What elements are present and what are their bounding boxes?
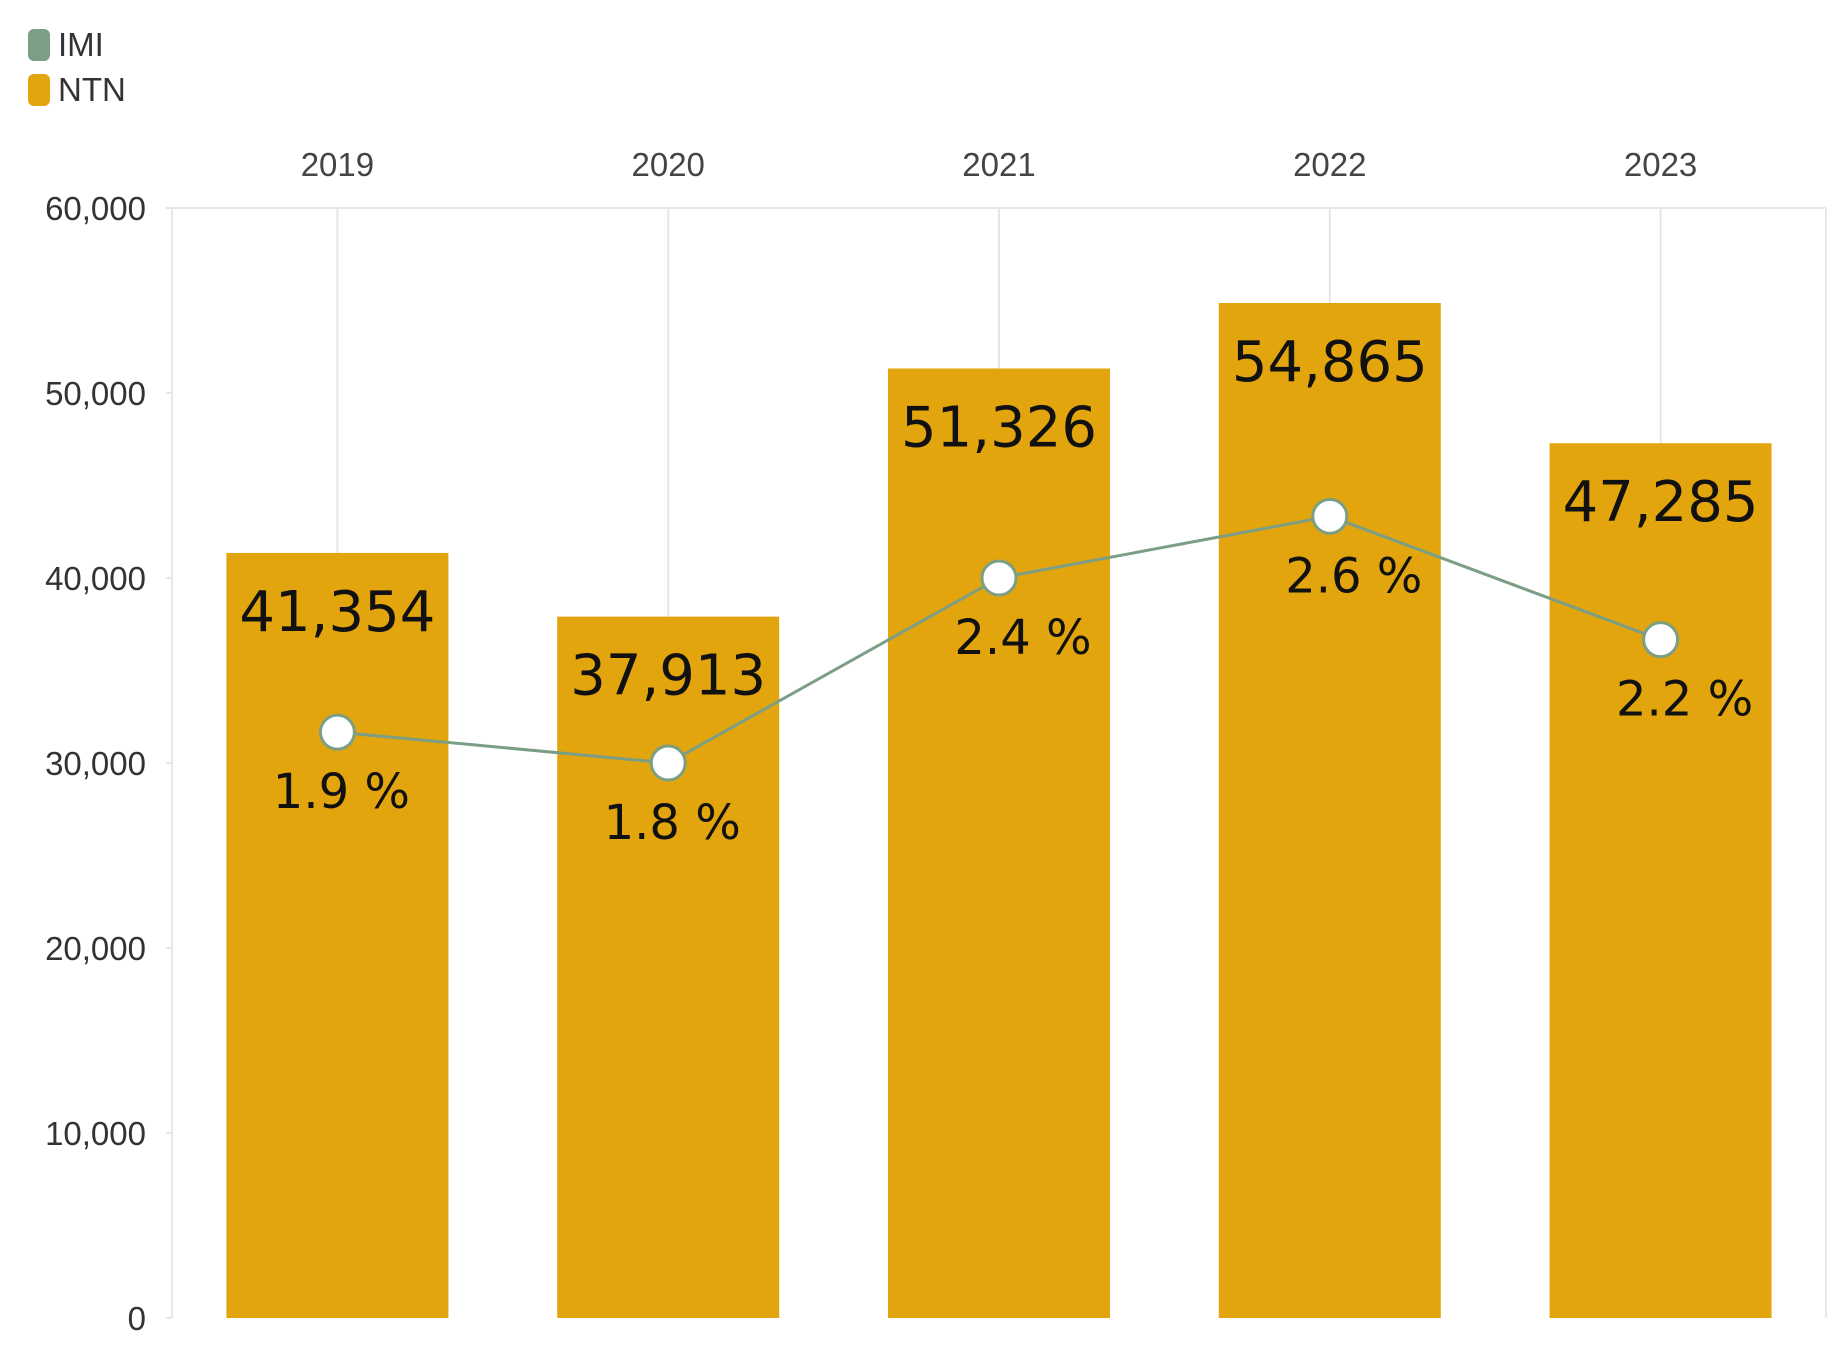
imi-point-2021 xyxy=(980,559,1018,597)
bar-value-label-2020: 37,913 xyxy=(570,644,766,709)
x-tick-label-2022: 2022 xyxy=(1293,146,1366,183)
imi-point-2022 xyxy=(1311,497,1349,535)
x-tick-label-2021: 2021 xyxy=(962,146,1035,183)
imi-point-2019 xyxy=(318,713,356,751)
line-layer xyxy=(318,497,1680,782)
bar-2021 xyxy=(888,368,1110,1318)
x-tick-label-2019: 2019 xyxy=(301,146,374,183)
bar-2022 xyxy=(1218,302,1441,1318)
bar-2020 xyxy=(557,616,780,1318)
bar-value-label-2023: 47,285 xyxy=(1563,470,1759,535)
legend-label-ntn: NTN xyxy=(58,70,126,108)
legend-item-ntn[interactable]: NTN xyxy=(28,67,126,112)
legend-label-imi: IMI xyxy=(58,25,104,63)
y-tick-label-1: 10,000 xyxy=(45,1115,146,1152)
imi-value-label-2019: 1.9 % xyxy=(273,764,410,820)
imi-value-label-2022: 2.6 % xyxy=(1285,548,1422,604)
imi-point-2023 xyxy=(1642,621,1680,659)
imi-value-label-2021: 2.4 % xyxy=(954,610,1091,666)
y-tick-label-0: 0 xyxy=(128,1300,146,1337)
bar-value-label-2022: 54,865 xyxy=(1232,330,1428,395)
imi-value-label-2023: 2.2 % xyxy=(1616,672,1753,728)
y-tick-label-5: 50,000 xyxy=(45,375,146,412)
y-tick-label-4: 40,000 xyxy=(45,560,146,597)
bars-layer xyxy=(226,302,1772,1318)
bar-2023 xyxy=(1549,443,1772,1318)
legend-item-imi[interactable]: IMI xyxy=(28,22,126,67)
imi-value-label-2020: 1.8 % xyxy=(604,795,741,851)
imi-point-2020 xyxy=(649,744,687,782)
bar-2019 xyxy=(226,552,449,1318)
bar-value-label-2021: 51,326 xyxy=(901,395,1097,460)
y-tick-label-2: 20,000 xyxy=(45,930,146,967)
x-tick-label-2023: 2023 xyxy=(1624,146,1697,183)
y-tick-label-6: 60,000 xyxy=(45,190,146,227)
bar-value-label-2019: 41,354 xyxy=(239,580,435,645)
legend-swatch-ntn xyxy=(28,73,50,106)
x-tick-label-2020: 2020 xyxy=(631,146,704,183)
labels-layer: 2019 2020 2021 2022 2023 0 10,000 20,000 30,000 4… xyxy=(45,146,1759,1337)
legend-swatch-imi xyxy=(28,28,50,61)
legend: IMI NTN xyxy=(28,22,126,112)
y-tick-label-3: 30,000 xyxy=(45,745,146,782)
